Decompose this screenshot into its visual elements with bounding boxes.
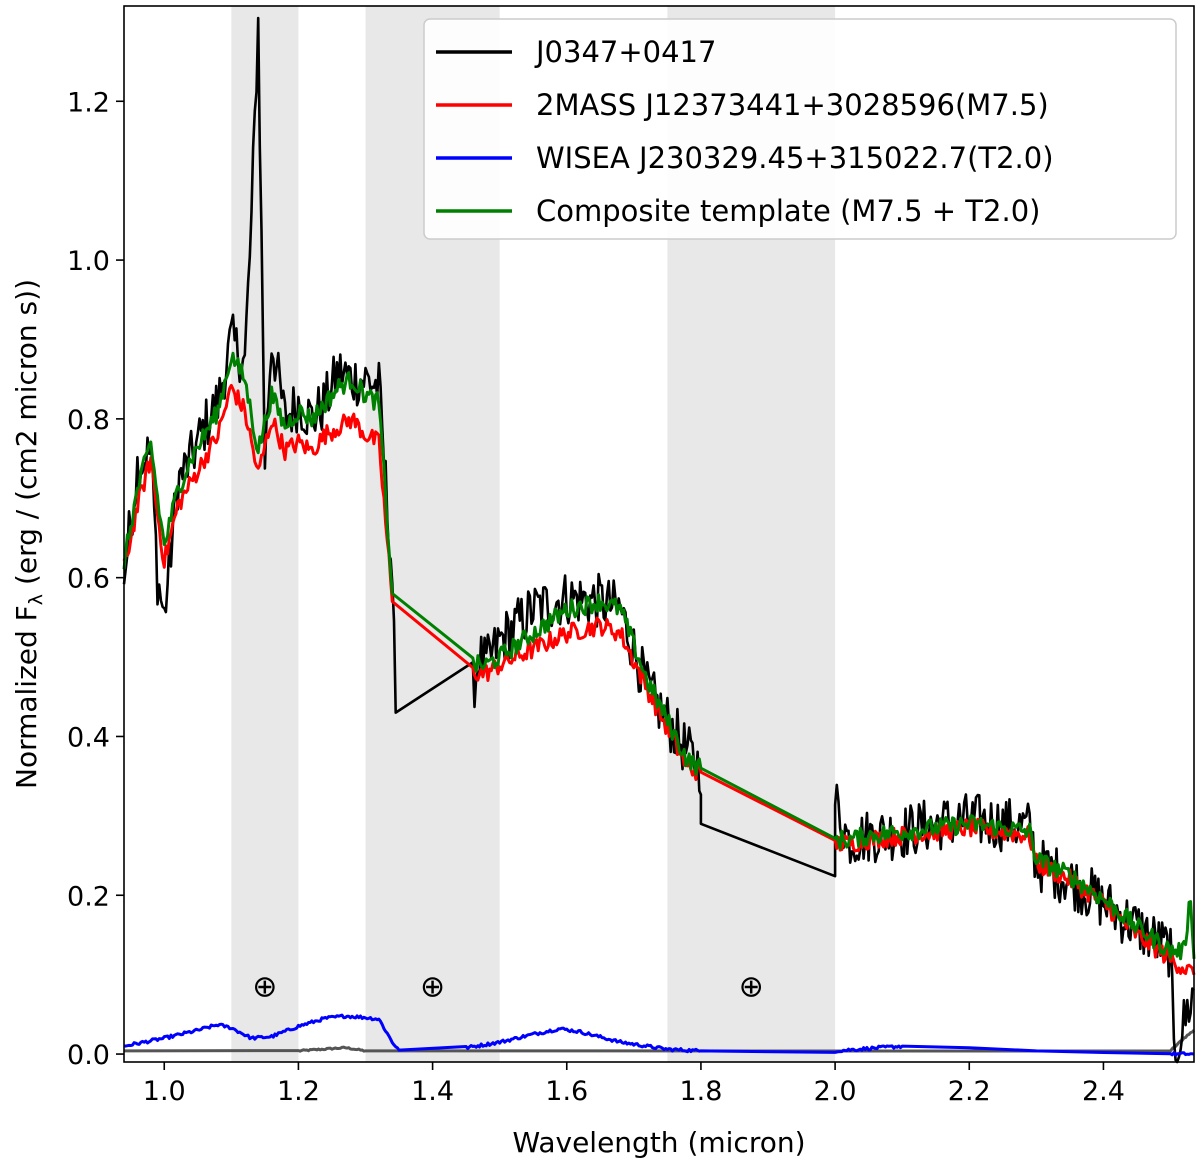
x-tick-label: 2.4 [1082, 1076, 1125, 1107]
x-tick-label: 1.0 [143, 1076, 186, 1107]
x-axis-ticks: 1.0 1.2 1.4 1.6 1.8 2.0 2.2 2.4 [143, 1062, 1125, 1107]
y-axis-ticks: 0.0 0.2 0.4 0.6 0.8 1.0 1.2 [67, 87, 124, 1071]
x-tick-label: 2.0 [814, 1076, 857, 1107]
earth-symbol-1: ⊕ [252, 970, 277, 1005]
plot-frame [123, 5, 1195, 1063]
baseline-line [123, 1029, 1196, 1053]
y-tick-label: 0.8 [67, 405, 110, 436]
earth-symbol-3: ⊕ [739, 970, 764, 1005]
legend-label-3: WISEA J230329.45+315022.7(T2.0) [536, 141, 1054, 175]
telluric-band-1 [231, 6, 299, 1062]
series-lines [122, 16, 1196, 1064]
y-axis-label-sub: λ [25, 594, 47, 605]
x-tick-label: 1.2 [277, 1076, 320, 1107]
y-tick-label: 0.4 [67, 722, 110, 753]
t-dwarf-template-line [123, 1013, 1195, 1057]
y-tick-label: 1.2 [67, 87, 110, 118]
legend-label-1: J0347+0417 [534, 35, 716, 69]
legend-label-2: 2MASS J12373441+3028596(M7.5) [536, 88, 1049, 122]
legend-label-4: Composite template (M7.5 + T2.0) [536, 194, 1040, 228]
y-tick-label: 0.6 [67, 564, 110, 595]
legend-box [423, 18, 1177, 240]
composite-template-line [122, 351, 1196, 961]
x-tick-label: 1.8 [679, 1076, 722, 1107]
x-axis-label: Wavelength (micron) [512, 1126, 805, 1159]
x-tick-label: 1.4 [411, 1076, 454, 1107]
y-axis-label-main: Normalized F [10, 605, 43, 789]
y-axis-label: Normalized Fλ (erg / (cm2 micron s)) [10, 279, 47, 789]
x-tick-label: 1.6 [545, 1076, 588, 1107]
y-tick-label: 0.2 [67, 881, 110, 912]
earth-symbol-2: ⊕ [420, 970, 445, 1005]
y-axis-label-rest: (erg / (cm2 micron s)) [10, 279, 43, 594]
earth-markers: ⊕ ⊕ ⊕ [252, 970, 764, 1005]
y-tick-label: 1.0 [67, 246, 110, 277]
legend: J0347+0417 2MASS J12373441+3028596(M7.5) W… [423, 18, 1177, 240]
x-tick-label: 2.2 [948, 1076, 991, 1107]
y-tick-label: 0.0 [67, 1040, 110, 1071]
